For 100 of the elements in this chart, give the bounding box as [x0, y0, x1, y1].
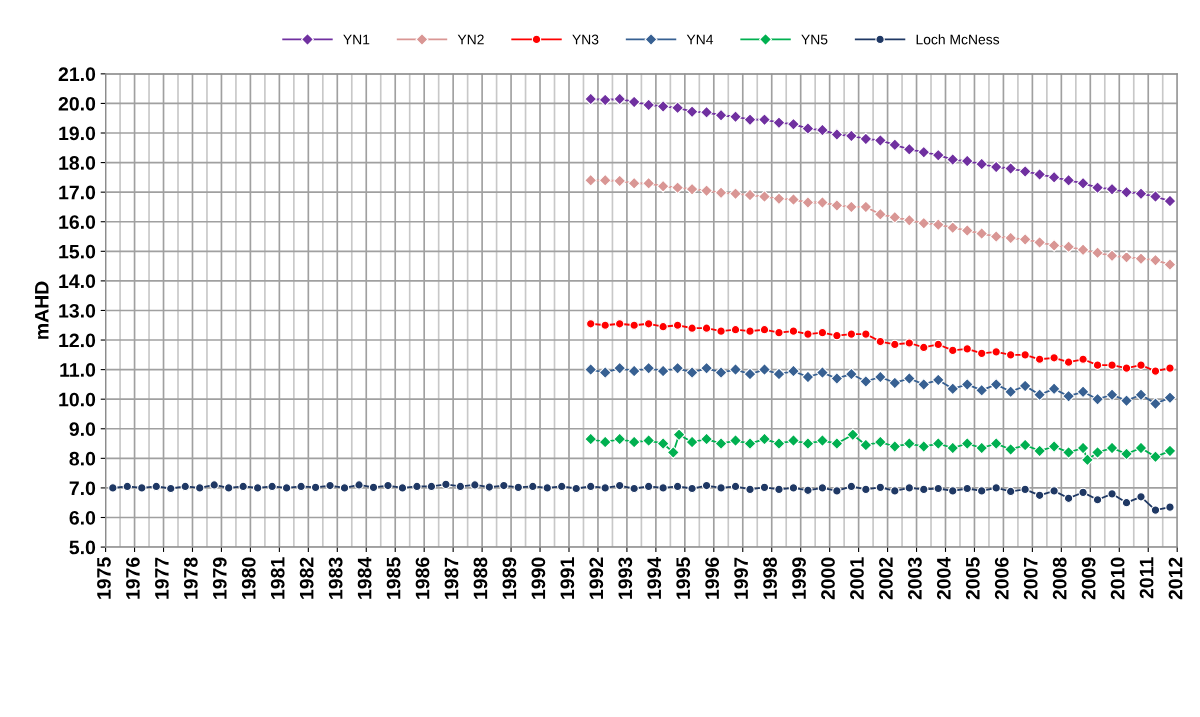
point	[613, 432, 627, 446]
y-tick-label: 18.0	[59, 156, 96, 170]
x-tick-label: 1981	[270, 557, 285, 599]
point	[902, 372, 916, 385]
point	[743, 188, 757, 202]
y-tick-label: 9.0	[69, 422, 96, 436]
point	[976, 348, 987, 359]
point	[861, 329, 871, 339]
point	[613, 361, 627, 375]
point	[801, 122, 815, 136]
x-tick-label: 1978	[183, 557, 198, 599]
point	[743, 367, 757, 381]
point	[931, 148, 945, 162]
x-tick-label: 1998	[763, 557, 777, 599]
point	[830, 128, 844, 141]
point	[830, 437, 844, 451]
y-tick-label: 10.0	[59, 392, 96, 407]
point	[1163, 391, 1177, 405]
point	[989, 160, 1003, 174]
y-tick-label: 17.0	[59, 185, 96, 200]
point	[1018, 165, 1032, 178]
x-tick-label: 2009	[1081, 557, 1096, 600]
point	[629, 320, 639, 330]
point	[888, 376, 902, 390]
y-tick-label: 20.0	[58, 96, 96, 111]
point	[700, 184, 714, 198]
point	[745, 326, 755, 336]
y-tick-label: 16.0	[59, 215, 96, 229]
point	[931, 218, 945, 232]
y-tick-label: 6.0	[69, 510, 96, 525]
point	[642, 98, 656, 112]
point	[890, 339, 900, 350]
point	[584, 363, 598, 377]
point	[1105, 441, 1119, 455]
point	[975, 383, 989, 397]
point	[975, 157, 989, 171]
point	[743, 113, 757, 127]
x-tick-label: 2003	[907, 557, 922, 600]
legend-label: YN1	[343, 34, 370, 45]
point	[714, 437, 728, 451]
point	[685, 435, 699, 449]
legend-label: YN3	[572, 34, 599, 45]
point	[960, 224, 974, 238]
point	[1076, 441, 1090, 455]
point	[917, 145, 931, 159]
point	[642, 176, 656, 190]
point	[815, 123, 829, 137]
point	[844, 200, 858, 214]
x-tick-label: 2002	[879, 557, 893, 600]
point	[716, 326, 726, 336]
point	[685, 182, 699, 196]
point	[1091, 392, 1105, 406]
y-tick-label: 15.0	[59, 244, 96, 259]
point	[902, 437, 916, 451]
point	[1004, 443, 1018, 456]
x-tick-label: 1988	[473, 557, 488, 599]
point	[1134, 441, 1148, 455]
point	[873, 207, 887, 221]
point	[1047, 238, 1061, 252]
point	[642, 434, 656, 448]
point	[830, 199, 844, 212]
point	[1134, 187, 1148, 201]
point	[817, 327, 828, 338]
point	[685, 366, 699, 380]
point	[666, 445, 680, 459]
point	[1033, 167, 1047, 181]
point	[1076, 243, 1090, 257]
x-tick-label: 1976	[126, 557, 140, 599]
point	[1004, 162, 1018, 175]
point	[729, 434, 742, 448]
point	[1033, 235, 1047, 249]
x-tick-label: 2005	[965, 557, 980, 600]
x-tick-label: 2004	[936, 556, 951, 600]
point	[1149, 190, 1162, 204]
x-tick-label: 1990	[531, 557, 546, 599]
point	[815, 196, 829, 209]
x-tick-label: 1992	[589, 557, 604, 599]
point	[1136, 360, 1146, 370]
legend-label: YN4	[686, 34, 714, 45]
point	[714, 108, 728, 122]
point	[701, 323, 712, 333]
point	[1165, 363, 1175, 373]
point	[1062, 389, 1076, 403]
x-tick-label: 1980	[241, 557, 256, 599]
point	[614, 319, 625, 329]
point	[815, 366, 829, 380]
point	[584, 92, 598, 106]
point	[671, 101, 685, 115]
point	[989, 377, 1003, 391]
y-tick-label: 19.0	[59, 126, 96, 141]
point	[658, 322, 668, 332]
point	[600, 320, 610, 330]
point	[772, 367, 786, 381]
point	[700, 361, 714, 375]
point	[1091, 181, 1105, 195]
legend-label: YN2	[457, 34, 484, 45]
point	[685, 105, 699, 119]
point	[975, 441, 989, 455]
y-tick-label: 14.0	[59, 274, 96, 289]
x-tick-label: 1993	[618, 557, 633, 599]
